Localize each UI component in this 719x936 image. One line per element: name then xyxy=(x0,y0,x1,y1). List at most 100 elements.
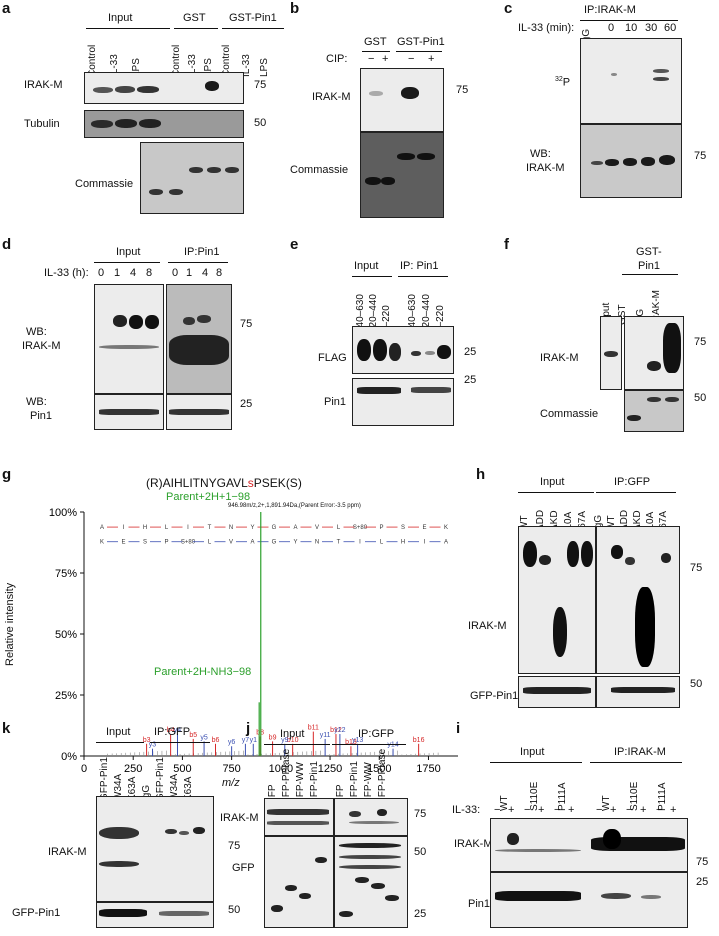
mw-marker: 25 xyxy=(696,876,709,888)
sequence-residue-bottom: Y xyxy=(293,540,297,546)
sequence-residue-bottom: I xyxy=(424,540,426,546)
cip-sign: − xyxy=(368,53,375,65)
row-label-tubulin: Tubulin xyxy=(24,118,60,130)
sequence-residue-bottom: I xyxy=(359,540,361,546)
panel-letter-b: b xyxy=(290,0,300,17)
blot-flag xyxy=(352,326,454,374)
mw-marker: 50 xyxy=(228,904,241,916)
sequence-residue-top: T xyxy=(208,525,212,531)
group-label-input: Input xyxy=(520,746,545,758)
group-label-input: Input xyxy=(116,246,141,258)
group-label-gst: GST xyxy=(364,36,387,48)
lane-label: 4 xyxy=(130,267,137,279)
il33-sign: − xyxy=(554,804,561,816)
lane-label: GFP-Pin1 xyxy=(99,757,110,801)
blot-irak-m-input xyxy=(600,316,622,390)
sequence-residue-bottom: E xyxy=(121,540,125,546)
il33-sign: + xyxy=(640,804,647,816)
group-label-ip-gfp: IP:GFP xyxy=(614,476,651,488)
mw-marker: 75 xyxy=(228,840,241,852)
group-label-input: Input xyxy=(354,260,379,272)
y-tick-label: 25% xyxy=(55,690,77,702)
mw-marker: 75 xyxy=(254,79,267,91)
il33-sign: + xyxy=(508,804,515,816)
blot-gfp-pin1-input xyxy=(518,676,596,708)
lane-label: 60 xyxy=(664,22,677,34)
row-label-irak-m: IRAK-M xyxy=(540,352,579,364)
panel-letter-e: e xyxy=(290,236,299,253)
row-label-irak-m: IRAK-M xyxy=(22,340,61,352)
mw-marker: 50 xyxy=(690,678,703,690)
row-label-pin1: Pin1 xyxy=(30,410,53,422)
peak-label: b12 xyxy=(330,727,342,734)
x-tick-label: 1750 xyxy=(416,763,440,775)
sequence-residue-bottom: S xyxy=(143,540,147,546)
sequence-residue-bottom: H xyxy=(401,540,405,546)
il33-sign: + xyxy=(610,804,617,816)
blot-gfp-input xyxy=(264,836,334,928)
panel-letter-i: i xyxy=(456,720,461,737)
ms-spectrum-chart: 0% 25% 50% 75% 100% 0 250 500 750 1000 1250 1500 175… xyxy=(49,507,458,775)
lane-label: 8 xyxy=(146,267,153,279)
time-label: IL-33 (min): xyxy=(518,22,575,34)
time-label: IL-33 (h): xyxy=(44,267,89,279)
blot-commassie xyxy=(360,132,444,218)
il33-sign: + xyxy=(670,804,677,816)
blot-gfp-ip xyxy=(334,836,408,928)
panel-letter-a: a xyxy=(2,0,11,17)
group-label-input: Input xyxy=(106,726,131,738)
lane-label: 8 xyxy=(216,267,223,279)
il33-sign: + xyxy=(568,804,575,816)
panel-letter-h: h xyxy=(476,466,486,483)
mw-marker: 75 xyxy=(240,318,253,330)
row-label-irak-m: IRAK-M xyxy=(220,812,259,824)
blot-32p xyxy=(580,38,682,124)
sequence-residue-top: I xyxy=(123,525,125,531)
lane-label: 0 xyxy=(172,267,179,279)
peak-label: y12 xyxy=(334,727,345,734)
group-label-gst-pin1: GST-Pin1 xyxy=(229,12,277,24)
sequence-residue-top: S+80 xyxy=(353,525,368,531)
group-label-gst-pin1: GST-Pin1 xyxy=(397,36,445,48)
mw-marker: 25 xyxy=(414,908,427,920)
lane-label: 0 xyxy=(608,22,615,34)
blot-irak-m xyxy=(360,68,444,132)
group-label-input: Input xyxy=(540,476,565,488)
blot-irak-m xyxy=(490,818,688,872)
sequence-residue-top: I xyxy=(187,525,189,531)
mw-marker: 75 xyxy=(696,856,709,868)
y-tick-label: 75% xyxy=(55,568,77,580)
blot-irak-m xyxy=(84,72,244,104)
row-label-irak-m: IRAK-M xyxy=(454,838,493,850)
row-label-irak-m: IRAK-M xyxy=(468,620,507,632)
blot-irak-m-ip xyxy=(334,798,408,836)
peak-label: y5 xyxy=(200,734,208,741)
blot-irak-m-input xyxy=(94,284,164,394)
blot-gfp-pin1 xyxy=(96,902,214,928)
row-label-pin1: Pin1 xyxy=(324,396,347,408)
mw-marker: 75 xyxy=(414,808,427,820)
lane-label: GFP-Pin1 xyxy=(155,757,166,801)
sequence-residue-top: S xyxy=(401,525,405,531)
cip-sign: − xyxy=(408,53,415,65)
parent-annotation-mid: Parent+2H-NH3−98 xyxy=(154,666,252,678)
peak-label: y13 xyxy=(352,737,363,744)
sequence-residue-bottom: A xyxy=(444,540,448,546)
blot-commassie xyxy=(140,142,244,214)
cip-label: CIP: xyxy=(326,53,348,65)
blot-irak-m-input xyxy=(264,798,334,836)
row-label-irak-m: IRAK-M xyxy=(312,91,351,103)
il33-sign: − xyxy=(626,804,633,816)
group-label-ip-pin1: IP:Pin1 xyxy=(184,246,220,258)
sequence-residue-bottom: P xyxy=(164,540,168,546)
row-label-commassie: Commassie xyxy=(290,164,349,176)
x-tick-label: 500 xyxy=(173,763,191,775)
il33-sign: − xyxy=(656,804,663,816)
peak-label: y1 xyxy=(250,737,258,744)
panel-letter-k: k xyxy=(2,720,11,737)
lane-label: 30 xyxy=(645,22,658,34)
peak-label: y11 xyxy=(320,732,331,739)
group-label-ip-gfp: IP:GFP xyxy=(358,728,395,740)
il33-sign: − xyxy=(524,804,531,816)
il33-sign: − xyxy=(494,804,501,816)
